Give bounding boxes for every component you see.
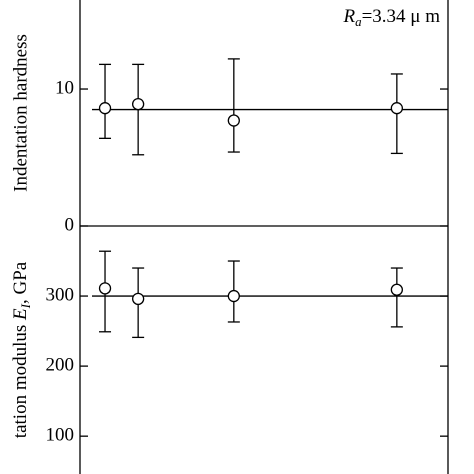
text-part: a	[355, 14, 362, 29]
y-tick-label: 200	[46, 354, 75, 375]
data-point	[390, 102, 403, 115]
text-part: R	[342, 6, 355, 27]
data-point	[227, 289, 240, 303]
y-axis-label: Indentation hardness	[10, 34, 31, 192]
text-part: , GPa	[10, 261, 31, 304]
data-point	[131, 97, 145, 111]
text-part: tation modulus	[10, 320, 31, 438]
y-axis-label: tation modulus EI, GPa	[10, 261, 33, 438]
data-point	[98, 282, 112, 295]
y-tick-label: 10	[55, 77, 74, 98]
y-tick-label: 0	[65, 214, 75, 235]
data-point	[390, 283, 403, 296]
y-tick-label: 100	[46, 425, 75, 446]
annotation: Ra=3.34 μ m	[342, 6, 440, 29]
text-part: I	[18, 303, 33, 309]
text-part: =3.34 μ m	[362, 6, 441, 27]
data-point	[98, 102, 112, 115]
data-point	[131, 292, 145, 306]
text-part: E	[10, 308, 31, 321]
y-tick-label: 300	[46, 284, 75, 305]
data-point	[227, 114, 240, 127]
